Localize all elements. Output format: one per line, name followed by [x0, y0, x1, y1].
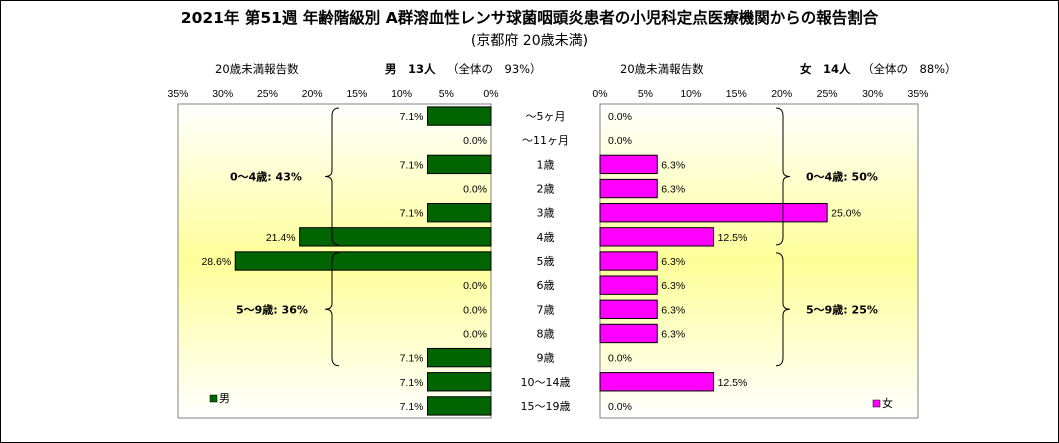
- female-data-label: 6.3%: [661, 256, 685, 268]
- female-bar: [599, 154, 658, 175]
- female-bar: [599, 178, 658, 199]
- female-data-label: 6.3%: [661, 328, 685, 340]
- male-data-label: 21.4%: [266, 232, 296, 244]
- male-x-tick: 35%: [167, 88, 188, 100]
- female-group-label: 0〜4歳: 50%: [806, 169, 878, 183]
- female-bar: [599, 203, 828, 223]
- female-data-label: 6.3%: [661, 159, 685, 171]
- male-data-label: 7.1%: [400, 377, 424, 389]
- male-bar: [427, 372, 492, 392]
- male-bar: [427, 106, 492, 126]
- female-bar: [599, 275, 658, 295]
- female-x-tick: 35%: [907, 88, 928, 100]
- male-report-label: 20歳未満報告数: [215, 62, 299, 76]
- male-data-label: 0.0%: [463, 280, 487, 292]
- category-label: 15〜19歳: [521, 400, 571, 413]
- male-x-tick: 10%: [391, 88, 412, 100]
- female-bar: [599, 323, 658, 344]
- male-data-label: 7.1%: [400, 401, 424, 413]
- male-x-tick: 25%: [257, 88, 278, 100]
- male-group-label: 5〜9歳: 36%: [236, 302, 308, 316]
- category-label: 8歳: [537, 327, 555, 340]
- male-data-label: 0.0%: [463, 328, 487, 340]
- male-x-tick: 0%: [483, 88, 498, 100]
- female-x-tick: 5%: [638, 88, 653, 100]
- male-data-label: 7.1%: [400, 159, 424, 171]
- category-label: 2歳: [537, 183, 555, 196]
- male-data-label: 7.1%: [400, 353, 424, 365]
- male-bar: [427, 396, 492, 416]
- female-bar: [599, 372, 715, 392]
- female-data-label: 6.3%: [661, 304, 685, 316]
- category-label: 1歳: [537, 158, 555, 171]
- male-bar: [299, 227, 492, 247]
- female-data-label: 25.0%: [831, 208, 861, 220]
- male-data-label: 7.1%: [400, 111, 424, 123]
- female-group-bracket: [775, 252, 791, 367]
- female-x-tick: 25%: [817, 88, 838, 100]
- female-bar: [599, 299, 658, 319]
- male-group-bracket: [324, 107, 340, 246]
- male-x-tick: 20%: [302, 88, 323, 100]
- male-bar: [427, 154, 492, 175]
- category-label: 7歳: [537, 303, 555, 316]
- category-label: 9歳: [537, 352, 555, 365]
- female-group-bracket: [775, 107, 791, 246]
- category-label: 10〜14歳: [521, 376, 571, 389]
- female-x-tick: 15%: [726, 88, 747, 100]
- male-data-label: 0.0%: [463, 304, 487, 316]
- male-x-tick: 15%: [346, 88, 367, 100]
- female-data-label: 0.0%: [608, 401, 632, 413]
- category-label: 5歳: [537, 255, 555, 268]
- female-data-label: 6.3%: [661, 280, 685, 292]
- male-data-label: 7.1%: [400, 208, 424, 220]
- female-x-tick: 20%: [771, 88, 792, 100]
- category-label: 〜5ヶ月: [526, 110, 566, 123]
- female-data-label: 6.3%: [661, 184, 685, 196]
- male-bar: [427, 203, 492, 223]
- male-legend-label: 男: [219, 392, 230, 405]
- male-bar: [427, 347, 492, 368]
- female-data-label: 0.0%: [608, 111, 632, 123]
- male-x-tick: 30%: [212, 88, 233, 100]
- male-group-label: 0〜4歳: 43%: [230, 169, 302, 183]
- chart-title: 2021年 第51週 年齢階級別 A群溶血性レンサ球菌咽頭炎患者の小児科定点医療…: [180, 9, 879, 27]
- male-bar: [234, 251, 492, 271]
- female-legend-label: 女: [882, 396, 893, 410]
- female-x-tick: 30%: [862, 88, 883, 100]
- female-group-label: 5〜9歳: 25%: [806, 302, 878, 316]
- male-data-label: 0.0%: [463, 135, 487, 147]
- category-label: 〜11ヶ月: [522, 134, 569, 147]
- female-data-label: 0.0%: [608, 135, 632, 147]
- female-count: 女 14人: [800, 62, 851, 76]
- male-count: 男 13人: [385, 62, 436, 76]
- male-ratio: （全体の 93%）: [447, 62, 542, 76]
- female-legend-swatch: [872, 399, 881, 408]
- male-data-label: 28.6%: [201, 256, 231, 268]
- male-group-bracket: [324, 252, 340, 367]
- female-data-label: 12.5%: [718, 377, 748, 389]
- male-data-label: 0.0%: [463, 184, 487, 196]
- category-label: 4歳: [537, 231, 555, 244]
- female-data-label: 0.0%: [608, 353, 632, 365]
- female-bar: [599, 227, 715, 247]
- male-legend-swatch: [209, 394, 218, 403]
- chart-subtitle: (京都府 20歳未満): [470, 33, 589, 49]
- female-x-tick: 0%: [592, 88, 607, 100]
- male-x-tick: 5%: [439, 88, 454, 100]
- category-label: 3歳: [537, 207, 555, 220]
- female-x-tick: 10%: [680, 88, 701, 100]
- female-report-label: 20歳未満報告数: [620, 62, 704, 76]
- female-ratio: （全体の 88%）: [862, 62, 957, 76]
- female-data-label: 12.5%: [718, 232, 748, 244]
- female-bar: [599, 251, 658, 271]
- category-label: 6歳: [537, 279, 555, 292]
